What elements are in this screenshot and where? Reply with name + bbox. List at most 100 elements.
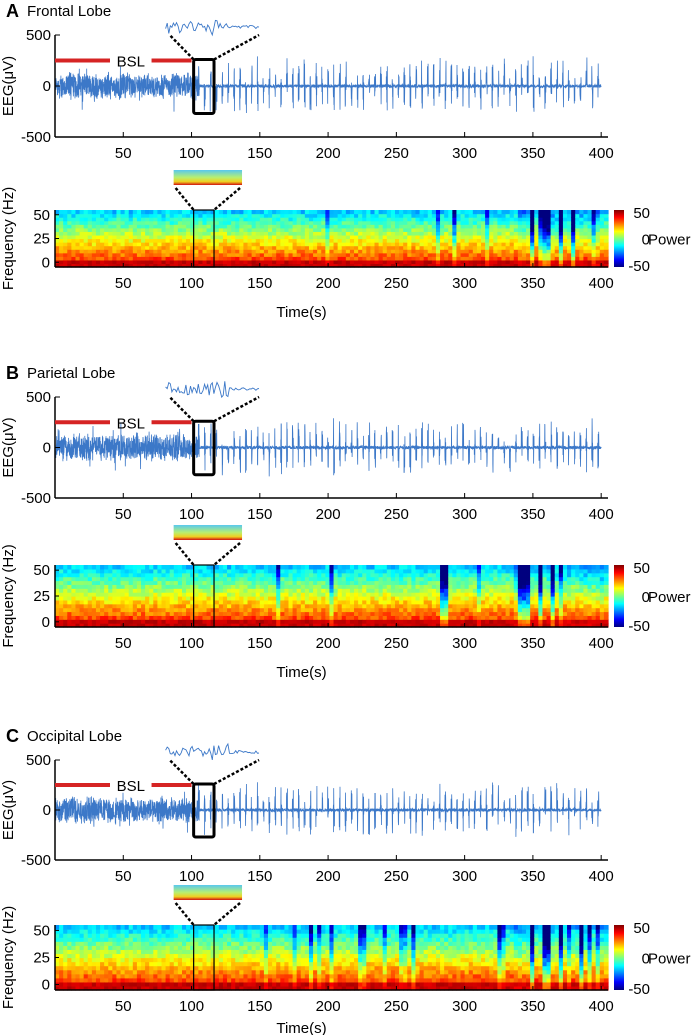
heatmap-cell (550, 615, 556, 620)
heatmap-cell (276, 568, 281, 574)
heatmap-cell (354, 619, 359, 624)
heatmap-cell (521, 227, 527, 232)
heatmap-cell (554, 213, 560, 218)
heatmap-cell (603, 584, 609, 589)
heatmap-cell (63, 937, 68, 942)
heatmap-cell (280, 231, 285, 236)
heatmap-cell (198, 576, 204, 582)
heatmap-cell (521, 623, 527, 628)
heatmap-cell (276, 227, 281, 232)
heatmap-cell (284, 619, 290, 624)
heatmap-cell (202, 588, 208, 593)
heatmap-cell (255, 252, 261, 257)
heatmap-cell (358, 220, 363, 225)
heatmap-cell (112, 611, 118, 616)
heatmap-cell (136, 584, 142, 589)
heatmap-cell (481, 580, 486, 585)
heatmap-cell (550, 596, 556, 601)
heatmap-cell (444, 623, 449, 628)
heatmap-cell (136, 572, 142, 578)
heatmap-cell (186, 565, 191, 570)
heatmap-cell (288, 576, 294, 582)
heatmap-cell (104, 245, 109, 250)
heatmap-cell (300, 249, 306, 254)
heatmap-cell (452, 611, 458, 616)
heatmap-cell (190, 249, 195, 254)
heatmap-cell (579, 245, 585, 250)
heatmap-cell (251, 576, 257, 582)
heatmap-cell (145, 981, 150, 987)
heatmap-cell (59, 977, 64, 983)
heatmap-cell (579, 234, 585, 240)
heatmap-cell (501, 572, 507, 578)
heatmap-cell (104, 961, 109, 967)
heatmap-cell (354, 611, 359, 616)
heatmap-cell (190, 588, 195, 593)
heatmap-cell (354, 588, 359, 593)
heatmap-cell (222, 580, 228, 585)
heatmap-cell (321, 227, 326, 232)
heatmap-cell (386, 231, 392, 236)
heatmap-cell (579, 224, 585, 229)
heatmap-cell (153, 611, 159, 616)
heatmap-cell (505, 245, 511, 250)
heatmap-cell (538, 572, 544, 578)
heatmap-cell (587, 245, 593, 250)
heatmap-cell (272, 220, 277, 225)
heatmap-cell (562, 565, 568, 570)
heatmap-cell (317, 238, 322, 243)
heatmap-cell (75, 213, 81, 218)
heatmap-cell (530, 220, 535, 225)
heatmap-cell (517, 580, 523, 585)
heatmap-cell (79, 957, 85, 963)
heatmap-cell (427, 249, 433, 254)
heatmap-cell (411, 213, 417, 218)
heatmap-cell (341, 220, 347, 225)
heatmap-cell (431, 603, 437, 609)
heatmap-cell (210, 217, 216, 222)
heatmap-cell (190, 210, 195, 215)
heatmap-cell (116, 933, 122, 938)
heatmap-cell (460, 588, 466, 593)
heatmap-cell (141, 565, 146, 570)
heatmap-cell (591, 576, 597, 582)
heatmap-cell (382, 263, 388, 268)
heatmap-cell (79, 596, 85, 601)
heatmap-cell (108, 615, 113, 620)
heatmap-cell (493, 234, 498, 240)
eeg-y-tick-label: 500 (26, 27, 51, 44)
heatmap-cell (485, 584, 490, 589)
heatmap-cell (59, 259, 64, 265)
heatmap-cell (472, 584, 478, 589)
heatmap-cell (591, 623, 597, 628)
heatmap-cell (558, 259, 564, 265)
heatmap-cell (431, 568, 437, 574)
heatmap-cell (243, 584, 249, 589)
heatmap-cell (67, 227, 72, 232)
heatmap-cell (296, 210, 302, 215)
heatmap-cell (558, 592, 564, 597)
heatmap-cell (108, 957, 113, 963)
heatmap-cell (358, 607, 363, 613)
heatmap-cell (472, 256, 478, 261)
heatmap-cell (75, 259, 81, 265)
heatmap-cell (276, 572, 281, 578)
heatmap-cell (263, 623, 269, 628)
heatmap-cell (218, 224, 224, 229)
heatmap-cell (136, 568, 142, 574)
eeg-x-tick-label: 50 (115, 145, 132, 162)
heatmap-cell (87, 592, 93, 597)
heatmap-cell (386, 607, 392, 613)
heatmap-cell (579, 619, 585, 624)
heatmap-cell (169, 565, 175, 570)
heatmap-cell (526, 580, 531, 585)
heatmap-cell (452, 217, 458, 222)
spec-x-tick-label: 350 (520, 275, 545, 292)
heatmap-cell (390, 245, 396, 250)
heatmap-cell (136, 965, 142, 971)
heatmap-cell (268, 572, 273, 578)
heatmap-cell (513, 213, 519, 218)
heatmap-cell (313, 584, 318, 589)
heatmap-cell (313, 568, 318, 574)
heatmap-cell (206, 599, 212, 605)
